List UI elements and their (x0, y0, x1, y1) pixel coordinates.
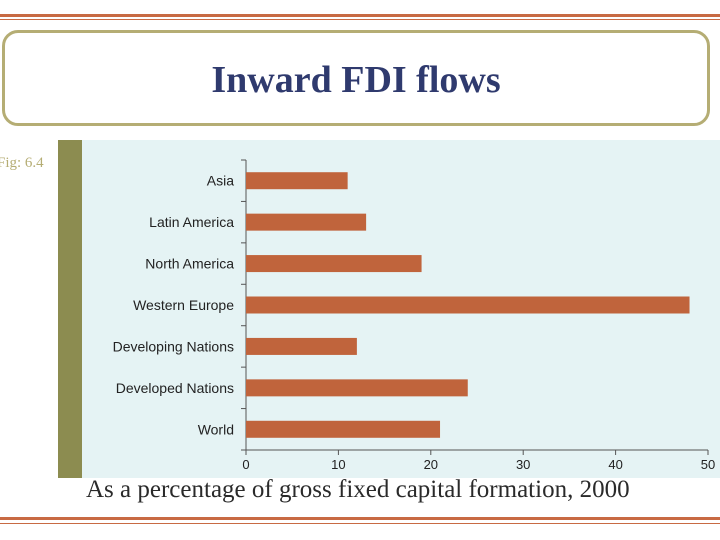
x-tick-label: 0 (242, 457, 249, 472)
x-tick-label: 40 (608, 457, 622, 472)
bottom-rule-thick (0, 517, 720, 520)
category-label: Asia (207, 173, 234, 189)
chart-caption: As a percentage of gross fixed capital f… (86, 476, 630, 503)
title-box: Inward FDI flows (2, 30, 710, 126)
bar-asia (246, 172, 348, 190)
category-label: Developing Nations (113, 338, 234, 354)
figure-label: Fig: 6.4 (0, 155, 44, 171)
bar-world (246, 420, 441, 438)
chart-panel: Asia Latin America North America Western Eu… (82, 140, 720, 478)
bar-developed-nations (246, 379, 468, 397)
bar-latin-america (246, 213, 367, 231)
x-tick-label: 50 (701, 457, 715, 472)
top-rule-thick (0, 14, 720, 17)
slide-title: Inward FDI flows (211, 59, 501, 101)
category-label: Latin America (149, 214, 234, 230)
category-label: Developed Nations (116, 380, 234, 396)
x-tick-label: 20 (424, 457, 438, 472)
category-label: World (198, 421, 234, 437)
x-tick-label: 30 (516, 457, 530, 472)
bar-north-america (246, 255, 422, 273)
top-rule-thin (0, 19, 720, 20)
bottom-rule-thin (0, 523, 720, 524)
x-tick-label: 10 (331, 457, 345, 472)
bar-developing-nations (246, 337, 357, 355)
category-label: Western Europe (133, 297, 234, 313)
bar-western-europe (246, 296, 690, 314)
category-label: North America (145, 256, 234, 272)
side-accent-bar (58, 140, 82, 478)
bar-chart: Asia Latin America North America Western Eu… (113, 159, 715, 472)
